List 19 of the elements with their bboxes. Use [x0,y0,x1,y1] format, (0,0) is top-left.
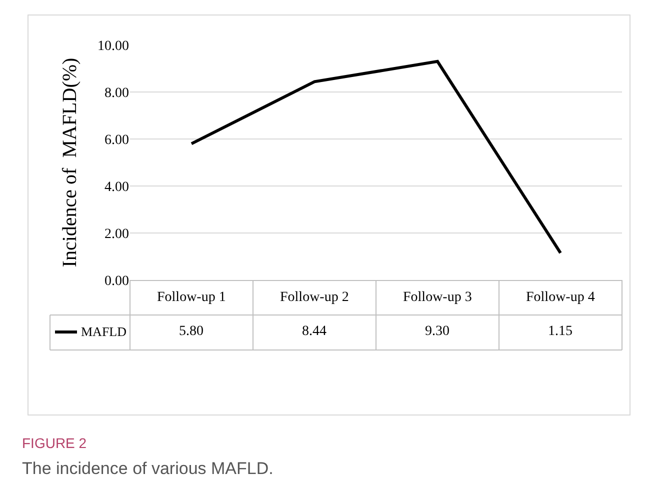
y-tick-label: 10.00 [98,38,129,54]
x-tick-label: Follow-up 4 [526,290,595,305]
y-tick-label: 6.00 [104,132,129,148]
data-label: 9.30 [425,324,450,339]
line-series [190,60,562,254]
y-tick-label: 4.00 [104,180,129,195]
y-tick-label: 8.00 [104,86,129,101]
caption: FIGURE 2 [22,435,87,451]
data-label: 8.44 [302,324,326,339]
x-tick-label: Follow-up 2 [280,290,349,305]
y-tick-label: 0.00 [104,274,129,289]
y-tick-label: 2.00 [104,226,129,242]
data-label: 5.80 [179,324,204,339]
text: The incidence of various MAFLD. [22,459,274,478]
y-axis-title: Incidence of MAFLD(%) [59,58,81,268]
x-tick-label: Follow-up 3 [403,290,472,305]
x-tick-label: Follow-up 1 [157,290,226,305]
legend-label: MAFLD [81,324,127,339]
data-label: 1.15 [548,324,572,339]
